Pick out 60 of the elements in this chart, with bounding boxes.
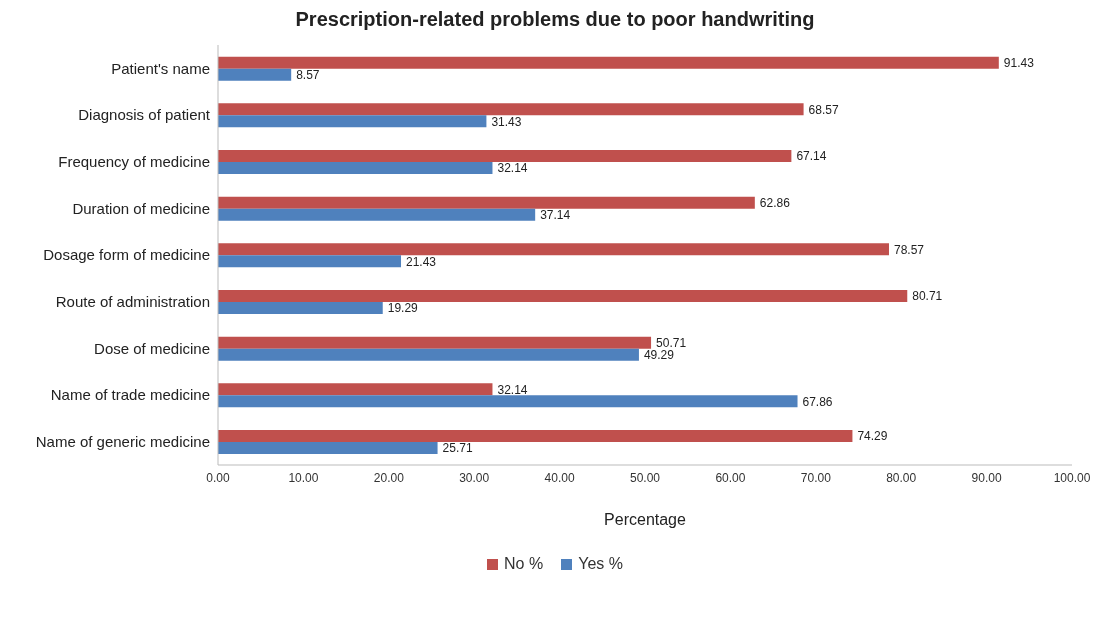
data-label: 37.14 <box>540 207 571 222</box>
bar <box>218 442 438 454</box>
data-label: 32.14 <box>497 382 528 397</box>
bar <box>218 150 792 162</box>
data-label: 67.86 <box>802 394 833 409</box>
bar <box>218 290 908 302</box>
y-tick-label: Dosage form of medicine <box>43 246 210 264</box>
y-tick-label: Route of administration <box>55 292 210 310</box>
y-tick-label: Patient's name <box>111 59 210 77</box>
bar <box>218 208 536 221</box>
bar <box>218 348 639 361</box>
x-tick-label: 100.00 <box>1053 470 1091 485</box>
data-label: 67.14 <box>796 149 827 164</box>
data-label: 32.14 <box>497 161 528 176</box>
bar <box>218 56 999 69</box>
x-axis-title: Percentage <box>604 511 687 528</box>
data-label: 62.86 <box>759 195 791 210</box>
x-tick-label: 50.00 <box>629 470 661 485</box>
data-label: 49.29 <box>643 347 675 362</box>
bar <box>218 103 804 116</box>
x-tick-label: 80.00 <box>886 470 917 485</box>
x-tick-label: 20.00 <box>373 470 405 485</box>
data-label: 91.43 <box>1003 55 1035 70</box>
bar <box>218 162 493 174</box>
bar <box>218 68 292 81</box>
legend-label: Yes % <box>578 555 623 573</box>
data-label: 19.29 <box>387 301 419 316</box>
bar <box>218 196 755 209</box>
x-tick-label: 60.00 <box>715 470 746 485</box>
data-label: 21.43 <box>406 254 437 269</box>
data-label: 74.29 <box>857 429 888 444</box>
data-label: 31.43 <box>491 114 522 129</box>
x-tick-label: 40.00 <box>544 470 575 485</box>
y-tick-label: Dose of medicine <box>94 339 210 357</box>
data-label: 80.71 <box>912 289 943 304</box>
bar <box>218 395 798 408</box>
y-tick-label: Name of trade medicine <box>50 386 210 404</box>
x-tick-label: 90.00 <box>971 470 1002 485</box>
x-tick-label: 0.00 <box>206 470 230 485</box>
data-label: 50.71 <box>656 335 687 350</box>
bar <box>218 430 853 442</box>
legend-label: No % <box>504 555 544 573</box>
data-label: 78.57 <box>893 242 925 257</box>
bar <box>218 336 652 349</box>
y-tick-label: Name of generic medicine <box>35 432 210 450</box>
bar <box>218 243 889 256</box>
data-label: 8.57 <box>296 67 320 82</box>
bar <box>218 255 402 268</box>
chart-title: Prescription-related problems due to poor handwriting <box>294 8 816 31</box>
data-label: 25.71 <box>442 441 473 456</box>
bar <box>218 383 493 396</box>
data-label: 68.57 <box>808 102 839 117</box>
x-tick-label: 10.00 <box>288 470 319 485</box>
y-tick-label: Duration of medicine <box>72 199 210 217</box>
x-tick-label: 70.00 <box>800 470 832 485</box>
y-tick-label: Frequency of medicine <box>58 152 210 170</box>
bar <box>218 302 383 314</box>
bar <box>218 115 487 128</box>
x-tick-label: 30.00 <box>459 470 490 485</box>
y-tick-label: Diagnosis of patient <box>78 106 211 124</box>
